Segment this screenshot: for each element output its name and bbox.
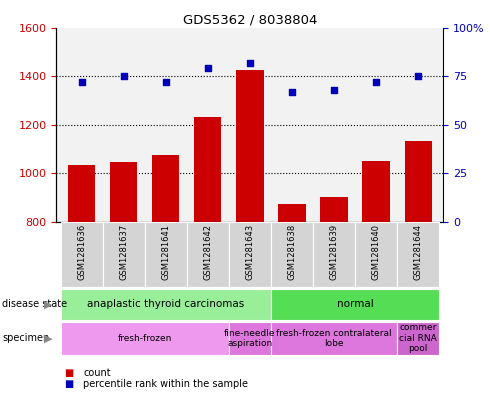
Bar [102,222,145,287]
Bar [271,222,313,287]
Text: fresh-frozen contralateral
lobe: fresh-frozen contralateral lobe [276,329,392,348]
Point [414,73,422,79]
Bar [145,222,187,287]
Text: disease state: disease state [2,299,68,309]
Bar [194,118,221,222]
Text: ▶: ▶ [44,333,52,343]
Bar [61,289,271,320]
Point [204,65,212,72]
Text: count: count [83,367,111,378]
Text: GSM1281636: GSM1281636 [77,224,86,280]
Bar [236,70,264,222]
Point [78,79,86,85]
Bar [278,204,306,222]
Text: ■: ■ [64,379,73,389]
Text: fresh-frozen: fresh-frozen [118,334,172,343]
Title: GDS5362 / 8038804: GDS5362 / 8038804 [183,13,317,26]
Bar [313,222,355,287]
Text: ▶: ▶ [44,299,52,309]
Bar [61,222,102,287]
Point [246,59,254,66]
Text: percentile rank within the sample: percentile rank within the sample [83,379,248,389]
Text: specimen: specimen [2,333,49,343]
Point [288,88,296,95]
Text: GSM1281639: GSM1281639 [330,224,339,280]
Text: GSM1281644: GSM1281644 [414,224,423,280]
Text: GSM1281638: GSM1281638 [288,224,296,280]
Text: commer
cial RNA
pool: commer cial RNA pool [399,323,437,353]
Bar [229,222,271,287]
Bar [320,196,348,222]
Point [162,79,170,85]
Point [372,79,380,85]
Text: GSM1281640: GSM1281640 [371,224,381,280]
Text: GSM1281642: GSM1281642 [203,224,212,280]
Text: GSM1281643: GSM1281643 [245,224,254,280]
Bar [68,165,95,222]
Text: normal: normal [337,299,373,309]
Bar [61,322,229,355]
Bar [397,222,439,287]
Bar [363,161,390,222]
Point [120,73,127,79]
Text: ■: ■ [64,367,73,378]
Bar [355,222,397,287]
Bar [187,222,229,287]
Bar [110,162,137,222]
Bar [271,322,397,355]
Bar [397,322,439,355]
Text: GSM1281641: GSM1281641 [161,224,170,280]
Bar [229,322,271,355]
Bar [405,141,432,222]
Text: GSM1281637: GSM1281637 [119,224,128,280]
Bar [271,289,439,320]
Point [330,86,338,93]
Text: anaplastic thyroid carcinomas: anaplastic thyroid carcinomas [87,299,245,309]
Bar [152,155,179,222]
Text: fine-needle
aspiration: fine-needle aspiration [224,329,276,348]
